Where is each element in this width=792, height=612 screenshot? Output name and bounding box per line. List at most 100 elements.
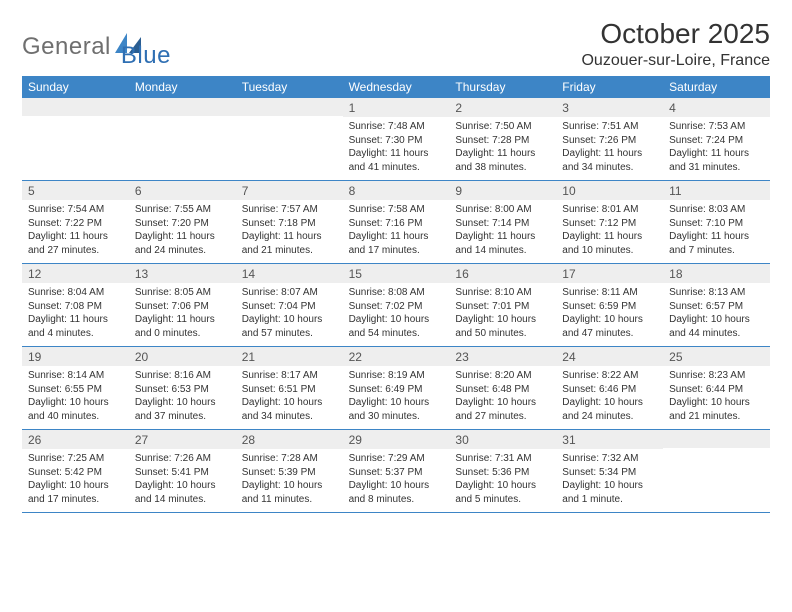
detail-line: and 41 minutes.	[349, 161, 444, 175]
day-number: 6	[129, 181, 236, 200]
day-number: 15	[343, 264, 450, 283]
detail-line: Sunset: 5:41 PM	[135, 466, 230, 480]
calendar-cell: 15Sunrise: 8:08 AMSunset: 7:02 PMDayligh…	[343, 264, 450, 346]
detail-line: Sunrise: 7:53 AM	[669, 120, 764, 134]
detail-line: Sunset: 7:22 PM	[28, 217, 123, 231]
day-details: Sunrise: 8:20 AMSunset: 6:48 PMDaylight:…	[449, 366, 556, 429]
weekday-header-row: Sunday Monday Tuesday Wednesday Thursday…	[22, 76, 770, 98]
logo-text-general: General	[22, 33, 111, 61]
detail-line: Daylight: 10 hours	[455, 479, 550, 493]
detail-line: Sunrise: 8:23 AM	[669, 369, 764, 383]
detail-line: Daylight: 10 hours	[349, 396, 444, 410]
detail-line: and 14 minutes.	[135, 493, 230, 507]
day-details: Sunrise: 7:58 AMSunset: 7:16 PMDaylight:…	[343, 200, 450, 263]
day-number: 8	[343, 181, 450, 200]
detail-line: Sunset: 5:42 PM	[28, 466, 123, 480]
detail-line: and 34 minutes.	[242, 410, 337, 424]
detail-line: Sunset: 7:10 PM	[669, 217, 764, 231]
detail-line: Sunset: 6:55 PM	[28, 383, 123, 397]
detail-line: and 4 minutes.	[28, 327, 123, 341]
detail-line: and 31 minutes.	[669, 161, 764, 175]
weeks-container: 1Sunrise: 7:48 AMSunset: 7:30 PMDaylight…	[22, 98, 770, 513]
day-details: Sunrise: 8:14 AMSunset: 6:55 PMDaylight:…	[22, 366, 129, 429]
weekday-header: Saturday	[663, 76, 770, 98]
day-number	[236, 98, 343, 116]
detail-line: Sunset: 6:57 PM	[669, 300, 764, 314]
detail-line: and 24 minutes.	[135, 244, 230, 258]
detail-line: Sunrise: 8:08 AM	[349, 286, 444, 300]
day-details: Sunrise: 7:53 AMSunset: 7:24 PMDaylight:…	[663, 117, 770, 180]
detail-line: Sunrise: 8:04 AM	[28, 286, 123, 300]
calendar-cell: 21Sunrise: 8:17 AMSunset: 6:51 PMDayligh…	[236, 347, 343, 429]
calendar-cell: 20Sunrise: 8:16 AMSunset: 6:53 PMDayligh…	[129, 347, 236, 429]
detail-line: Sunset: 7:01 PM	[455, 300, 550, 314]
calendar-cell: 1Sunrise: 7:48 AMSunset: 7:30 PMDaylight…	[343, 98, 450, 180]
day-number: 2	[449, 98, 556, 117]
day-details: Sunrise: 7:28 AMSunset: 5:39 PMDaylight:…	[236, 449, 343, 512]
detail-line: and 0 minutes.	[135, 327, 230, 341]
detail-line: Sunset: 7:14 PM	[455, 217, 550, 231]
weekday-header: Monday	[129, 76, 236, 98]
detail-line: Sunrise: 8:22 AM	[562, 369, 657, 383]
detail-line: and 37 minutes.	[135, 410, 230, 424]
detail-line: Sunset: 5:34 PM	[562, 466, 657, 480]
detail-line: and 11 minutes.	[242, 493, 337, 507]
detail-line: Sunrise: 7:29 AM	[349, 452, 444, 466]
calendar-cell: 8Sunrise: 7:58 AMSunset: 7:16 PMDaylight…	[343, 181, 450, 263]
detail-line: Daylight: 10 hours	[242, 479, 337, 493]
logo: General Blue	[22, 18, 171, 70]
detail-line: Sunset: 7:18 PM	[242, 217, 337, 231]
day-details: Sunrise: 8:00 AMSunset: 7:14 PMDaylight:…	[449, 200, 556, 263]
detail-line: and 21 minutes.	[242, 244, 337, 258]
detail-line: and 57 minutes.	[242, 327, 337, 341]
calendar-cell	[22, 98, 129, 180]
detail-line: and 27 minutes.	[455, 410, 550, 424]
day-number: 4	[663, 98, 770, 117]
detail-line: Sunset: 6:44 PM	[669, 383, 764, 397]
detail-line: Daylight: 10 hours	[562, 479, 657, 493]
detail-line: Sunrise: 8:00 AM	[455, 203, 550, 217]
day-details: Sunrise: 8:05 AMSunset: 7:06 PMDaylight:…	[129, 283, 236, 346]
detail-line: Daylight: 10 hours	[135, 479, 230, 493]
day-number: 26	[22, 430, 129, 449]
day-number: 29	[343, 430, 450, 449]
calendar-cell	[236, 98, 343, 180]
day-details: Sunrise: 7:51 AMSunset: 7:26 PMDaylight:…	[556, 117, 663, 180]
weekday-header: Tuesday	[236, 76, 343, 98]
detail-line: and 54 minutes.	[349, 327, 444, 341]
detail-line: Daylight: 10 hours	[669, 396, 764, 410]
detail-line: and 17 minutes.	[349, 244, 444, 258]
calendar: Sunday Monday Tuesday Wednesday Thursday…	[22, 76, 770, 513]
calendar-cell: 10Sunrise: 8:01 AMSunset: 7:12 PMDayligh…	[556, 181, 663, 263]
detail-line: Daylight: 11 hours	[669, 230, 764, 244]
detail-line: Daylight: 11 hours	[135, 313, 230, 327]
detail-line: Daylight: 11 hours	[28, 230, 123, 244]
day-number: 13	[129, 264, 236, 283]
location-label: Ouzouer-sur-Loire, France	[581, 52, 770, 70]
detail-line: and 34 minutes.	[562, 161, 657, 175]
detail-line: Sunset: 7:28 PM	[455, 134, 550, 148]
day-number: 17	[556, 264, 663, 283]
detail-line: Sunrise: 7:51 AM	[562, 120, 657, 134]
day-number: 1	[343, 98, 450, 117]
detail-line: and 40 minutes.	[28, 410, 123, 424]
calendar-week: 1Sunrise: 7:48 AMSunset: 7:30 PMDaylight…	[22, 98, 770, 181]
day-number	[129, 98, 236, 116]
day-details: Sunrise: 7:32 AMSunset: 5:34 PMDaylight:…	[556, 449, 663, 512]
detail-line: Daylight: 11 hours	[135, 230, 230, 244]
detail-line: Sunrise: 8:10 AM	[455, 286, 550, 300]
detail-line: Sunrise: 8:03 AM	[669, 203, 764, 217]
detail-line: Daylight: 10 hours	[562, 396, 657, 410]
calendar-cell: 12Sunrise: 8:04 AMSunset: 7:08 PMDayligh…	[22, 264, 129, 346]
detail-line: Sunset: 6:59 PM	[562, 300, 657, 314]
detail-line: Sunrise: 8:11 AM	[562, 286, 657, 300]
detail-line: and 8 minutes.	[349, 493, 444, 507]
calendar-cell: 30Sunrise: 7:31 AMSunset: 5:36 PMDayligh…	[449, 430, 556, 512]
calendar-cell: 9Sunrise: 8:00 AMSunset: 7:14 PMDaylight…	[449, 181, 556, 263]
day-details: Sunrise: 7:57 AMSunset: 7:18 PMDaylight:…	[236, 200, 343, 263]
calendar-cell: 19Sunrise: 8:14 AMSunset: 6:55 PMDayligh…	[22, 347, 129, 429]
day-number: 12	[22, 264, 129, 283]
calendar-cell: 4Sunrise: 7:53 AMSunset: 7:24 PMDaylight…	[663, 98, 770, 180]
day-number: 25	[663, 347, 770, 366]
day-details: Sunrise: 8:07 AMSunset: 7:04 PMDaylight:…	[236, 283, 343, 346]
